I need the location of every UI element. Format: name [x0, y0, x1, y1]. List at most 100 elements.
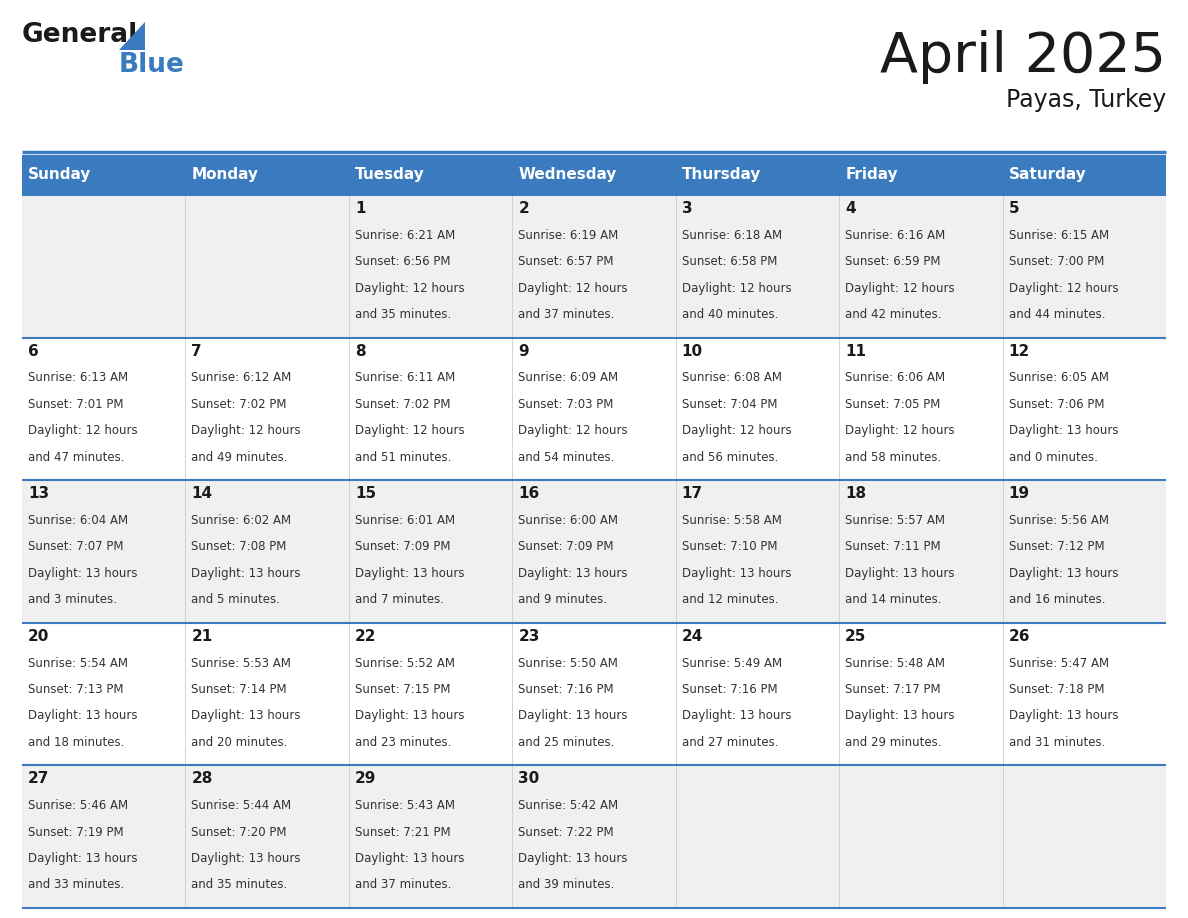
Text: Sunrise: 6:01 AM: Sunrise: 6:01 AM [355, 514, 455, 527]
Bar [512, 766, 676, 908]
Text: Sunset: 7:00 PM: Sunset: 7:00 PM [1009, 255, 1104, 268]
Text: Daylight: 12 hours: Daylight: 12 hours [682, 424, 791, 437]
Bar [1003, 766, 1165, 908]
Text: 11: 11 [845, 343, 866, 359]
Text: and 33 minutes.: and 33 minutes. [29, 879, 125, 891]
Bar [676, 766, 839, 908]
Text: Sunrise: 5:58 AM: Sunrise: 5:58 AM [682, 514, 782, 527]
Text: Sunrise: 5:49 AM: Sunrise: 5:49 AM [682, 656, 782, 669]
Polygon shape [119, 22, 145, 50]
Text: and 31 minutes.: and 31 minutes. [1009, 735, 1105, 749]
Text: Daylight: 13 hours: Daylight: 13 hours [191, 566, 301, 580]
Text: Sunset: 7:10 PM: Sunset: 7:10 PM [682, 541, 777, 554]
Text: and 44 minutes.: and 44 minutes. [1009, 308, 1105, 321]
Text: and 18 minutes.: and 18 minutes. [29, 735, 125, 749]
Bar [23, 766, 185, 908]
Text: Sunrise: 6:04 AM: Sunrise: 6:04 AM [29, 514, 128, 527]
Text: Sunset: 7:09 PM: Sunset: 7:09 PM [518, 541, 614, 554]
Bar [512, 195, 676, 338]
Text: and 37 minutes.: and 37 minutes. [518, 308, 614, 321]
Text: 30: 30 [518, 771, 539, 787]
Text: and 39 minutes.: and 39 minutes. [518, 879, 614, 891]
Text: Tuesday: Tuesday [355, 167, 424, 183]
Text: 21: 21 [191, 629, 213, 644]
Text: Daylight: 12 hours: Daylight: 12 hours [355, 424, 465, 437]
Text: Daylight: 13 hours: Daylight: 13 hours [29, 852, 138, 865]
Text: 13: 13 [29, 487, 49, 501]
Text: and 47 minutes.: and 47 minutes. [29, 451, 125, 464]
Bar [349, 155, 512, 195]
Bar [839, 480, 1003, 622]
Bar [349, 622, 512, 766]
Text: Daylight: 13 hours: Daylight: 13 hours [845, 710, 955, 722]
Text: and 42 minutes.: and 42 minutes. [845, 308, 942, 321]
Text: Daylight: 13 hours: Daylight: 13 hours [355, 566, 465, 580]
Text: Sunrise: 6:16 AM: Sunrise: 6:16 AM [845, 229, 946, 241]
Text: Sunset: 7:05 PM: Sunset: 7:05 PM [845, 397, 941, 410]
Text: 28: 28 [191, 771, 213, 787]
Text: Sunrise: 6:18 AM: Sunrise: 6:18 AM [682, 229, 782, 241]
Text: Thursday: Thursday [682, 167, 762, 183]
Bar [1003, 195, 1165, 338]
Text: Daylight: 13 hours: Daylight: 13 hours [1009, 710, 1118, 722]
Text: Sunrise: 5:57 AM: Sunrise: 5:57 AM [845, 514, 946, 527]
Text: Daylight: 12 hours: Daylight: 12 hours [1009, 282, 1118, 295]
Text: Daylight: 13 hours: Daylight: 13 hours [845, 566, 955, 580]
Text: Friday: Friday [845, 167, 898, 183]
Text: Sunset: 7:13 PM: Sunset: 7:13 PM [29, 683, 124, 696]
Bar [23, 195, 185, 338]
Text: Daylight: 13 hours: Daylight: 13 hours [355, 852, 465, 865]
Bar [185, 480, 349, 622]
Bar [349, 195, 512, 338]
Text: Sunrise: 6:08 AM: Sunrise: 6:08 AM [682, 372, 782, 385]
Bar [349, 766, 512, 908]
Text: 25: 25 [845, 629, 866, 644]
Bar [512, 480, 676, 622]
Text: Sunrise: 5:48 AM: Sunrise: 5:48 AM [845, 656, 946, 669]
Text: 26: 26 [1009, 629, 1030, 644]
Text: 23: 23 [518, 629, 539, 644]
Text: Sunrise: 6:21 AM: Sunrise: 6:21 AM [355, 229, 455, 241]
Bar [839, 195, 1003, 338]
Text: 17: 17 [682, 487, 703, 501]
Text: Sunset: 7:22 PM: Sunset: 7:22 PM [518, 825, 614, 838]
Text: Daylight: 12 hours: Daylight: 12 hours [29, 424, 138, 437]
Text: 20: 20 [29, 629, 50, 644]
Bar [23, 480, 185, 622]
Text: and 12 minutes.: and 12 minutes. [682, 593, 778, 606]
Text: Daylight: 13 hours: Daylight: 13 hours [1009, 424, 1118, 437]
Text: and 7 minutes.: and 7 minutes. [355, 593, 444, 606]
Text: 3: 3 [682, 201, 693, 216]
Bar [512, 155, 676, 195]
Text: Sunrise: 6:09 AM: Sunrise: 6:09 AM [518, 372, 619, 385]
Bar [185, 622, 349, 766]
Text: Daylight: 13 hours: Daylight: 13 hours [29, 710, 138, 722]
Text: and 37 minutes.: and 37 minutes. [355, 879, 451, 891]
Text: Sunset: 7:14 PM: Sunset: 7:14 PM [191, 683, 287, 696]
Text: Sunset: 7:11 PM: Sunset: 7:11 PM [845, 541, 941, 554]
Text: 1: 1 [355, 201, 366, 216]
Text: Sunset: 6:58 PM: Sunset: 6:58 PM [682, 255, 777, 268]
Text: Sunrise: 6:15 AM: Sunrise: 6:15 AM [1009, 229, 1108, 241]
Text: Sunset: 6:59 PM: Sunset: 6:59 PM [845, 255, 941, 268]
Text: Sunrise: 6:13 AM: Sunrise: 6:13 AM [29, 372, 128, 385]
Bar [839, 338, 1003, 480]
Text: and 54 minutes.: and 54 minutes. [518, 451, 614, 464]
Bar [839, 622, 1003, 766]
Text: and 20 minutes.: and 20 minutes. [191, 735, 287, 749]
Text: Sunset: 7:02 PM: Sunset: 7:02 PM [355, 397, 450, 410]
Bar [512, 622, 676, 766]
Bar [676, 480, 839, 622]
Text: and 35 minutes.: and 35 minutes. [355, 308, 451, 321]
Text: Sunrise: 6:12 AM: Sunrise: 6:12 AM [191, 372, 292, 385]
Text: Sunset: 7:17 PM: Sunset: 7:17 PM [845, 683, 941, 696]
Bar [185, 766, 349, 908]
Bar [512, 338, 676, 480]
Text: 18: 18 [845, 487, 866, 501]
Text: Sunset: 7:20 PM: Sunset: 7:20 PM [191, 825, 287, 838]
Bar [676, 338, 839, 480]
Text: Daylight: 12 hours: Daylight: 12 hours [518, 424, 628, 437]
Text: Sunrise: 5:44 AM: Sunrise: 5:44 AM [191, 800, 291, 812]
Text: April 2025: April 2025 [880, 30, 1165, 84]
Text: 4: 4 [845, 201, 855, 216]
